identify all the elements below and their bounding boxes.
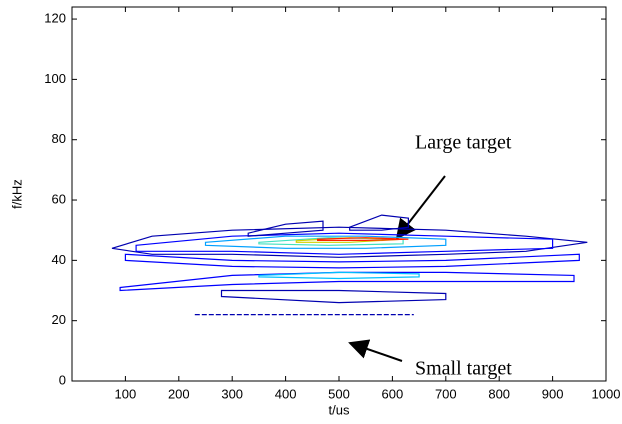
x-tick-label: 900	[542, 386, 564, 401]
contour-line	[111, 226, 588, 258]
contour-line	[135, 232, 554, 255]
x-axis-label: t/us	[329, 402, 350, 417]
y-tick-label: 120	[44, 11, 66, 26]
x-tick-label: 200	[168, 386, 190, 401]
x-tick-label: 500	[328, 386, 350, 401]
y-tick-label: 40	[52, 252, 66, 267]
contour-line	[349, 214, 409, 231]
y-tick-label: 0	[59, 372, 66, 387]
arrow	[348, 339, 403, 362]
y-tick-label: 20	[52, 312, 66, 327]
contour-line	[204, 235, 447, 249]
y-axis-label: f/kHz	[9, 179, 24, 209]
contour-line	[258, 237, 404, 246]
y-tick-label: 60	[52, 191, 66, 206]
x-tick-label: 400	[275, 386, 297, 401]
contour-line	[124, 253, 580, 269]
x-tick-label: 800	[488, 386, 510, 401]
contour-line	[258, 271, 420, 280]
y-tick-label: 80	[52, 131, 66, 146]
annotation: Large target	[415, 132, 512, 154]
annotation: Small target	[415, 358, 512, 380]
x-tick-label: 700	[435, 386, 457, 401]
x-tick-label: 1000	[592, 386, 621, 401]
contour-line	[247, 220, 324, 237]
contour-line	[317, 237, 409, 241]
x-tick-label: 100	[115, 386, 137, 401]
y-tick-label: 100	[44, 71, 66, 86]
x-tick-label: 600	[382, 386, 404, 401]
contour-line	[220, 289, 447, 304]
x-tick-label: 300	[221, 386, 243, 401]
plot-frame	[71, 6, 607, 382]
